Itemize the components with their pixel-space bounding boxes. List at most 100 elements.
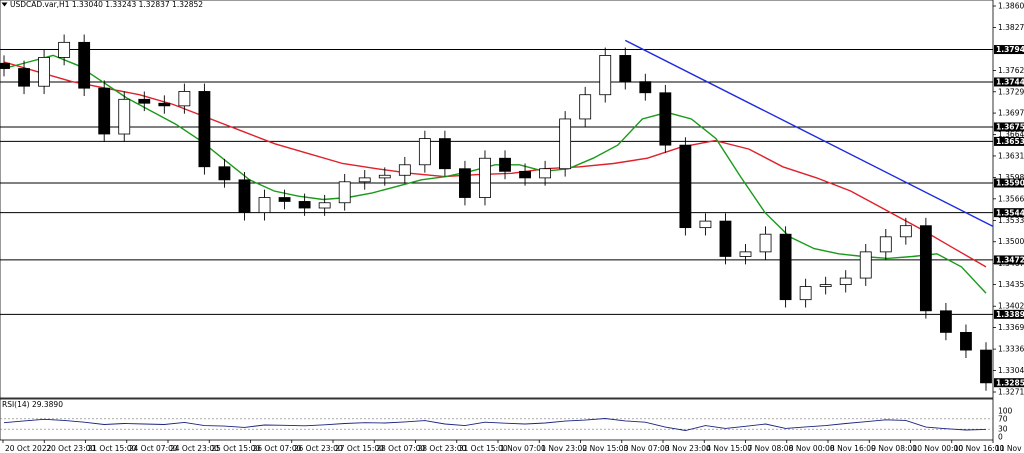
- price-pane: [0, 0, 994, 399]
- candle-body: [940, 310, 952, 333]
- horizontal-levels[interactable]: [0, 49, 993, 315]
- sma-fast-line: [3, 54, 987, 294]
- price-tick-label: 1.33365: [998, 345, 1024, 354]
- price-axis[interactable]: 1.38605 1.38275 1.37620 1.37295 1.36970 1.366…: [993, 2, 1024, 397]
- candle-body: [639, 81, 652, 94]
- rsi-pane: [0, 398, 994, 441]
- candle-body: [819, 284, 832, 287]
- time-tick-label: 4 Nov 15:00: [706, 444, 752, 453]
- candle-body: [919, 225, 932, 312]
- level-label: 1.37940: [996, 45, 1024, 54]
- time-tick-label: 26 Oct 23:00: [294, 444, 343, 453]
- candle-body: [960, 332, 972, 351]
- level-label: 1.36537: [996, 137, 1024, 146]
- level-label: 1.34727: [996, 256, 1024, 265]
- candle-body: [0, 62, 10, 69]
- candle-body: [619, 55, 632, 83]
- rsi-tick-label: 100: [998, 407, 1013, 416]
- candle-body: [338, 181, 351, 204]
- current-price-label: 1.32852: [996, 378, 1024, 387]
- candle-body: [579, 94, 592, 120]
- candle-body: [358, 177, 371, 183]
- price-tick-label: 1.35330: [998, 216, 1024, 225]
- candle-body: [58, 41, 71, 58]
- rsi-header: RSI(14) 29.3890: [2, 400, 63, 409]
- time-tick-label: 20 Oct 2022: [5, 444, 52, 453]
- price-tick-label: 1.36640: [998, 130, 1024, 139]
- time-tick-label: 31 Oct 15:00: [459, 444, 508, 453]
- candle-body: [118, 98, 131, 135]
- level-labels: 1.37940 1.37445 1.36758 1.36537 1.35902 1.354…: [994, 45, 1024, 387]
- price-tick-label: 1.38275: [998, 23, 1024, 32]
- rsi-path: [3, 418, 987, 431]
- time-tick-label: 1 Nov 23:00: [541, 444, 587, 453]
- sma-fast-path: [3, 54, 987, 294]
- candle-body: [18, 68, 30, 87]
- price-tick-label: 1.35660: [998, 194, 1024, 203]
- candlesticks: [0, 34, 992, 391]
- candle-body: [378, 174, 391, 179]
- time-tick-label: 28 Oct 23:00: [418, 444, 467, 453]
- price-tick-label: 1.35985: [998, 173, 1024, 182]
- price-tick-label: 1.38605: [998, 2, 1024, 11]
- candle-body: [459, 168, 471, 198]
- candle-body: [278, 197, 291, 202]
- candle-body: [218, 166, 231, 181]
- time-tick-label: 10 Nov 00:00: [913, 444, 964, 453]
- level-label: 1.35449: [996, 208, 1024, 217]
- candle-body: [38, 57, 50, 87]
- price-tick-label: 1.36970: [998, 109, 1024, 118]
- price-tick-label: 1.36315: [998, 151, 1024, 160]
- time-tick-label: 2 Nov 15:00: [583, 444, 629, 453]
- level-label-box: [994, 309, 1024, 319]
- candle-body: [879, 236, 892, 253]
- time-tick-label: 25 Oct 15:00: [211, 444, 260, 453]
- level-label: 1.33896: [996, 310, 1024, 319]
- candle-body: [138, 98, 151, 104]
- trendline-path[interactable]: [624, 39, 994, 227]
- time-tick-label: 24 Oct 07:00: [129, 444, 178, 453]
- candle-body: [779, 233, 792, 301]
- time-tick-label: 10 Nov 16:00: [954, 444, 1005, 453]
- price-tick-label: 1.32710: [998, 388, 1024, 397]
- candle-body: [980, 349, 992, 384]
- candle-body: [499, 157, 511, 172]
- rsi-tick-label: 0: [998, 433, 1003, 442]
- time-tick-label: 28 Oct 07:00: [376, 444, 425, 453]
- trendline[interactable]: [624, 39, 994, 227]
- current-price-box: [994, 378, 1024, 388]
- time-tick-label: 11 Nov 08:00: [995, 444, 1024, 453]
- candle-body: [859, 251, 872, 279]
- candle-body: [398, 164, 411, 176]
- candle-body: [418, 138, 431, 166]
- price-tick-label: 1.37295: [998, 87, 1024, 96]
- time-tick-label: 7 Nov 08:00: [748, 444, 794, 453]
- rsi-tick-label: 30: [998, 425, 1008, 434]
- level-label-box: [994, 136, 1024, 146]
- candle-body: [78, 41, 91, 89]
- time-tick-label: 3 Nov 07:00: [624, 444, 670, 453]
- level-label-box: [994, 45, 1024, 55]
- triangle-down-icon[interactable]: [1, 2, 8, 7]
- price-tick-label: 1.33695: [998, 323, 1024, 332]
- time-tick-label: 24 Oct 23:00: [170, 444, 219, 453]
- candle-body: [599, 55, 612, 96]
- candle-body: [298, 201, 311, 209]
- time-tick-label: 20 Oct 23:00: [46, 444, 95, 453]
- level-label-box: [994, 77, 1024, 87]
- candle-body: [719, 220, 732, 257]
- price-tick-label: 1.34020: [998, 302, 1024, 311]
- candle-body: [479, 157, 491, 198]
- candle-body: [699, 220, 712, 229]
- time-tick-label: 26 Oct 07:00: [253, 444, 302, 453]
- candle-body: [679, 144, 692, 229]
- candle-body: [739, 251, 752, 257]
- time-tick-label: 1 Nov 07:00: [500, 444, 546, 453]
- candle-body: [899, 225, 912, 238]
- symbol-header: USDCAD.var,H1 1.33040 1.33243 1.32837 1.…: [10, 0, 203, 9]
- rsi-series: [0, 418, 993, 431]
- level-label: 1.35902: [996, 179, 1024, 188]
- price-tick-label: 1.37620: [998, 66, 1024, 75]
